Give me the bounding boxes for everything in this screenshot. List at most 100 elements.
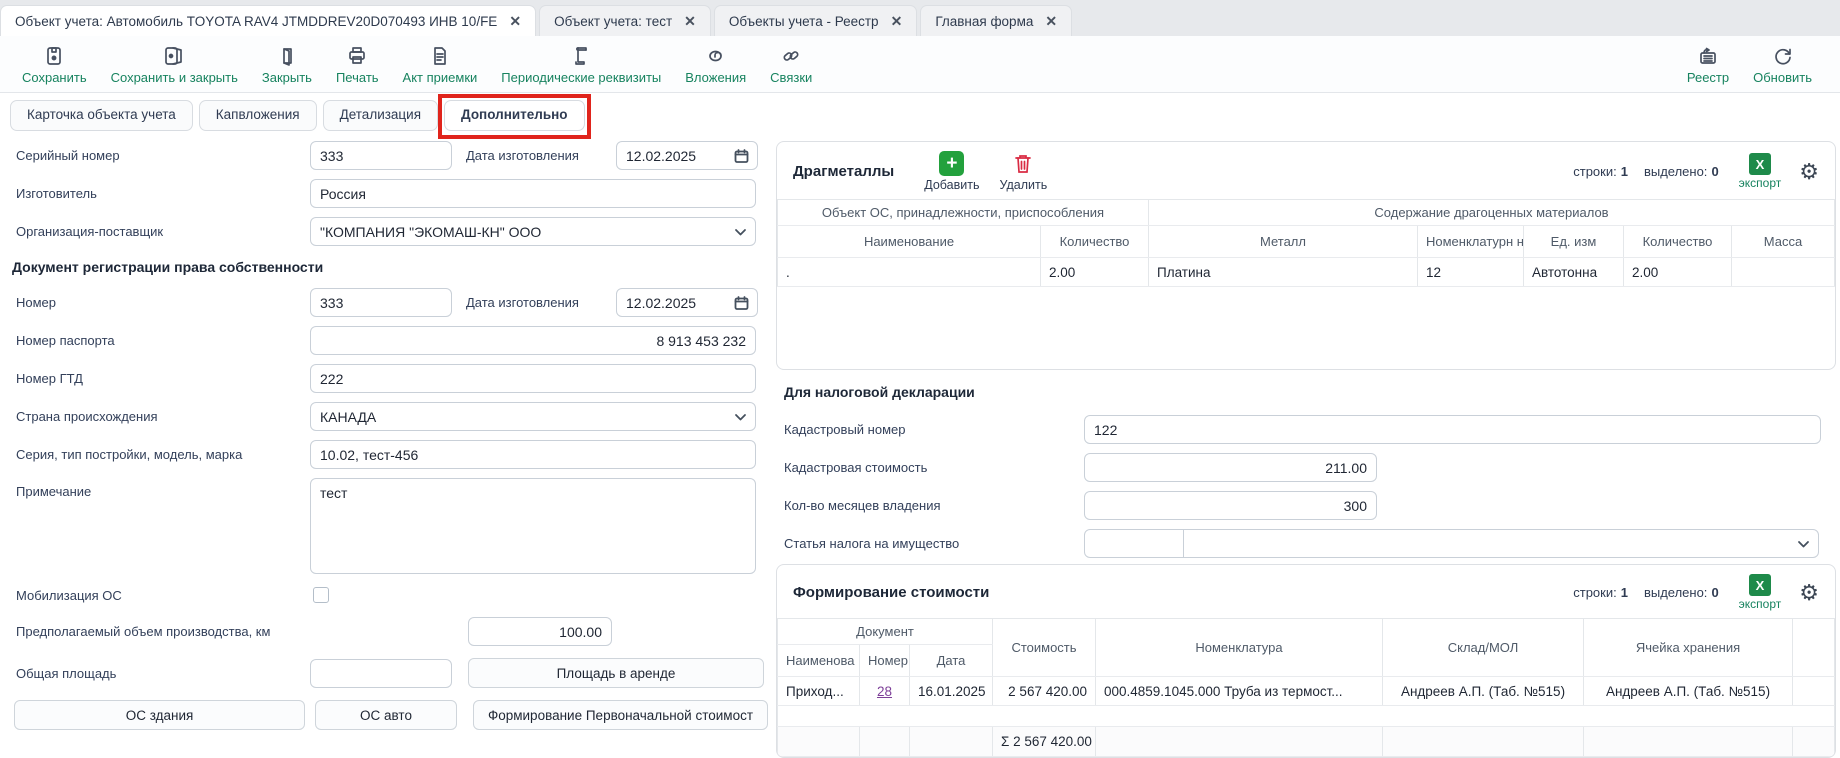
supplier-select[interactable]: "КОМПАНИЯ "ЭКОМАШ-КН" ООО xyxy=(310,217,756,246)
close-icon[interactable]: ✕ xyxy=(684,12,696,29)
close-icon[interactable]: ✕ xyxy=(1045,12,1058,29)
rented-area-button[interactable]: Площадь в аренде xyxy=(468,658,764,688)
periodic-requisites-button[interactable]: Периодические реквизиты xyxy=(489,43,673,87)
cadastral-value-field[interactable]: 211.00 xyxy=(1084,453,1377,482)
excel-export-button[interactable]: X экспорт xyxy=(1738,574,1782,611)
col-extra xyxy=(1792,618,1835,677)
group-header-materials: Содержание драгоценных материалов xyxy=(1148,199,1835,226)
subtab-object-card[interactable]: Карточка объекта учета xyxy=(10,100,193,131)
group-header-document: Документ xyxy=(777,618,993,645)
col-nomenclature: Номенклатура xyxy=(1095,618,1383,677)
os-auto-button[interactable]: ОС авто xyxy=(315,700,457,730)
tab-object-test[interactable]: Объект учета: тест ✕ xyxy=(539,5,711,36)
links-button[interactable]: Связки xyxy=(758,43,824,87)
subtab-detailing[interactable]: Детализация xyxy=(322,100,439,131)
tab-object-card-rav4[interactable]: Объект учета: Автомобиль TOYOTA RAV4 JTM… xyxy=(0,5,537,36)
cell-name[interactable]: . xyxy=(777,257,1041,287)
rows-label: строки: xyxy=(1573,585,1617,600)
property-tax-article-code-field[interactable] xyxy=(1084,529,1184,558)
gear-icon[interactable]: ⚙ xyxy=(1799,579,1819,605)
save-button[interactable]: Сохранить xyxy=(10,43,99,87)
close-label: Закрыть xyxy=(261,70,312,85)
chevron-down-icon[interactable] xyxy=(1797,539,1810,548)
subtab-additional[interactable]: Дополнительно xyxy=(438,94,591,139)
property-tax-article-select[interactable] xyxy=(1183,529,1819,558)
cell-metal[interactable]: Платина xyxy=(1148,257,1418,287)
initial-cost-formation-button[interactable]: Формирование Первоначальной стоимост xyxy=(473,700,768,730)
origin-country-select[interactable]: КАНАДА xyxy=(310,402,756,431)
excel-export-button[interactable]: X экспорт xyxy=(1739,153,1781,190)
close-icon[interactable]: ✕ xyxy=(890,12,903,29)
total-area-field[interactable] xyxy=(310,658,452,688)
col-quantity: Количество xyxy=(1040,225,1149,258)
cadastral-number-field[interactable]: 122 xyxy=(1084,415,1821,444)
doc-number-field[interactable]: 333 xyxy=(310,288,452,317)
subtab-label: Капвложения xyxy=(215,107,300,122)
cell-doc-date[interactable]: 16.01.2025 xyxy=(909,676,993,706)
cell-quantity[interactable]: 2.00 xyxy=(1040,257,1149,287)
table-row[interactable]: Приход... 28 16.01.2025 2 567 420.00 000… xyxy=(777,676,1835,706)
tab-objects-registry[interactable]: Объекты учета - Реестр ✕ xyxy=(713,5,918,36)
print-button[interactable]: Печать xyxy=(324,43,391,87)
export-label: экспорт xyxy=(1738,597,1782,611)
calendar-icon[interactable] xyxy=(734,148,749,163)
empty-table-area xyxy=(777,287,1835,369)
registry-list-icon xyxy=(1696,45,1720,67)
calendar-icon[interactable] xyxy=(734,295,749,310)
close-button[interactable]: Закрыть xyxy=(250,43,324,87)
mfg-date2-field[interactable]: 12.02.2025 xyxy=(616,288,758,317)
tab-label: Объект учета: Автомобиль TOYOTA RAV4 JTM… xyxy=(15,13,498,29)
delete-label: Удалить xyxy=(999,177,1048,192)
col-quantity2: Количество xyxy=(1623,225,1732,258)
delete-row-button[interactable]: Удалить xyxy=(999,152,1048,192)
supplier-value: "КОМПАНИЯ "ЭКОМАШ-КН" ООО xyxy=(320,223,542,240)
ownership-months-field[interactable]: 300 xyxy=(1084,491,1377,520)
cell-nomenclature-number[interactable]: 12 xyxy=(1417,257,1524,287)
registry-label: Реестр xyxy=(1686,70,1730,85)
tab-main-form[interactable]: Главная форма ✕ xyxy=(920,5,1073,36)
acceptance-act-button[interactable]: Акт приемки xyxy=(391,43,490,87)
series-model-field[interactable]: 10.02, тест-456 xyxy=(310,440,756,469)
cell-storage-cell[interactable]: Андреев А.П. (Таб. №515) xyxy=(1583,676,1793,706)
attachments-label: Вложения xyxy=(685,70,747,85)
refresh-button[interactable]: Обновить xyxy=(1741,43,1824,87)
cell-mass[interactable] xyxy=(1731,257,1835,287)
attachments-button[interactable]: Вложения xyxy=(673,43,758,87)
cell-doc-name[interactable]: Приход... xyxy=(777,676,860,706)
excel-icon: X xyxy=(1748,153,1771,175)
doc-number-link[interactable]: 28 xyxy=(876,683,893,699)
document-icon xyxy=(429,45,451,67)
production-volume-label: Предполагаемый объем производства, км xyxy=(16,624,271,639)
note-textarea[interactable]: тест xyxy=(310,478,756,574)
add-row-button[interactable]: + Добавить xyxy=(924,151,980,192)
col-doc-name: Наименова xyxy=(777,644,860,677)
subtab-capital-investments[interactable]: Капвложения xyxy=(198,100,317,131)
cell-warehouse[interactable]: Андреев А.П. (Таб. №515) xyxy=(1382,676,1584,706)
col-cost: Стоимость xyxy=(992,618,1096,677)
save-close-icon xyxy=(162,45,186,67)
cost-formation-panel: Формирование стоимости строки: 1 выделено… xyxy=(776,564,1836,758)
cell-nomenclature[interactable]: 000.4859.1045.000 Труба из термост... xyxy=(1095,676,1383,706)
production-volume-field[interactable]: 100.00 xyxy=(468,617,612,646)
registry-button[interactable]: Реестр xyxy=(1675,43,1741,87)
close-icon[interactable]: ✕ xyxy=(509,12,522,29)
mfg-date-field[interactable]: 12.02.2025 xyxy=(616,141,758,170)
chevron-down-icon[interactable] xyxy=(734,412,747,421)
table-row[interactable]: . 2.00 Платина 12 Автотонна 2.00 xyxy=(777,257,1835,287)
chevron-down-icon[interactable] xyxy=(734,227,747,236)
os-buildings-button[interactable]: ОС здания xyxy=(14,700,305,730)
save-and-close-button[interactable]: Сохранить и закрыть xyxy=(99,43,250,87)
manufacturer-label: Изготовитель xyxy=(16,186,97,201)
acceptance-act-label: Акт приемки xyxy=(402,70,478,85)
serial-number-field[interactable]: 333 xyxy=(310,141,452,170)
gear-icon[interactable]: ⚙ xyxy=(1799,158,1819,184)
manufacturer-field[interactable]: Россия xyxy=(310,179,756,208)
col-mass: Масса xyxy=(1731,225,1835,258)
cell-quantity2[interactable]: 2.00 xyxy=(1623,257,1732,287)
registration-doc-section-title: Документ регистрации права собственности xyxy=(12,259,324,275)
cell-cost[interactable]: 2 567 420.00 xyxy=(992,676,1096,706)
passport-number-field[interactable]: 8 913 453 232 xyxy=(310,326,756,355)
cell-unit[interactable]: Автотонна xyxy=(1523,257,1624,287)
mobilization-checkbox[interactable] xyxy=(313,587,329,603)
gtd-number-field[interactable]: 222 xyxy=(310,364,756,393)
